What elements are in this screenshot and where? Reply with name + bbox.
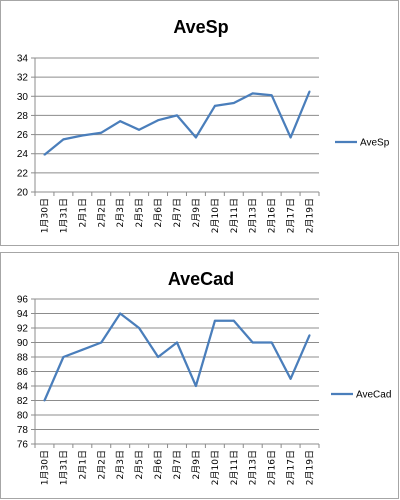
- y-tick-label: 80: [17, 411, 29, 422]
- y-tick-label: 22: [17, 168, 29, 179]
- y-tick-label: 94: [17, 309, 29, 320]
- x-tick-label: 2月11日: [229, 450, 240, 485]
- data-point: [270, 341, 273, 344]
- data-point: [232, 101, 235, 104]
- y-tick-label: 78: [17, 425, 29, 436]
- x-tick-label: 2月16日: [267, 450, 278, 485]
- x-tick-label: 2月1日: [77, 198, 88, 227]
- data-point: [251, 92, 254, 95]
- data-point: [308, 90, 311, 93]
- legend-entry: AveSp: [360, 138, 390, 149]
- x-tick-label: 2月9日: [191, 198, 202, 227]
- y-tick-label: 76: [17, 440, 29, 451]
- data-point: [157, 356, 160, 358]
- y-tick-label: 30: [17, 92, 29, 103]
- data-point: [289, 377, 292, 380]
- avecad-chart-panel: AveCad 76 78 80 82 84 86 88 90 92 94 96 1月30日 1月31日 2…: [0, 252, 399, 499]
- avecad-chart: AveCad 76 78 80 82 84 86 88 90 92 94 96 1月30日 1月31日 2…: [17, 269, 392, 485]
- x-tick-label: 2月1日: [77, 450, 88, 479]
- x-tick-label: 2月13日: [248, 450, 259, 485]
- chart-title: AveSp: [173, 17, 228, 37]
- data-point: [100, 131, 103, 134]
- x-tick-label: 2月3日: [115, 198, 126, 227]
- avesp-chart: AveSp 20 22 24 26 28 30 32 34 1月30日 1月31日 2月1日 2月2日…: [17, 17, 390, 233]
- data-point: [176, 114, 178, 117]
- y-tick-label: 26: [17, 130, 29, 141]
- x-tick-label: 1月31日: [58, 450, 69, 485]
- x-tick-label: 2月6日: [153, 450, 164, 479]
- x-tick-label: 2月10日: [210, 198, 221, 233]
- x-tick-label: 2月10日: [210, 450, 221, 485]
- x-tick-label: 2月9日: [191, 450, 202, 479]
- data-point: [289, 136, 292, 139]
- data-point: [100, 341, 103, 344]
- data-point: [176, 341, 178, 344]
- x-tick-label: 1月30日: [39, 450, 50, 485]
- y-tick-label: 20: [17, 188, 29, 199]
- x-tick-label: 1月31日: [58, 198, 69, 233]
- x-tick-label: 2月11日: [229, 198, 240, 233]
- data-point: [62, 356, 65, 358]
- x-tick-label: 2月19日: [305, 450, 316, 485]
- data-point: [308, 334, 311, 337]
- data-point: [138, 327, 141, 329]
- y-tick-label: 24: [17, 149, 29, 160]
- y-tick-label: 32: [17, 73, 29, 84]
- y-tick-label: 96: [17, 295, 29, 306]
- data-point: [213, 104, 216, 107]
- x-tick-label: 2月7日: [172, 198, 183, 227]
- x-tick-label: 2月5日: [134, 198, 145, 227]
- data-point: [232, 319, 235, 322]
- x-tick-label: 2月5日: [134, 450, 145, 479]
- y-tick-label: 82: [17, 396, 29, 407]
- data-point: [157, 119, 160, 122]
- x-tick-label: 1月30日: [39, 198, 50, 233]
- y-tick-label: 84: [17, 382, 29, 393]
- data-point: [194, 385, 197, 387]
- chart-title: AveCad: [168, 269, 234, 289]
- x-tick-label: 2月2日: [96, 198, 107, 227]
- data-point: [43, 153, 46, 156]
- x-tick-label: 2月17日: [286, 198, 297, 233]
- x-tick-label: 2月2日: [96, 450, 107, 479]
- x-tick-label: 2月7日: [172, 450, 183, 479]
- data-point: [251, 341, 254, 344]
- x-tick-label: 2月3日: [115, 450, 126, 479]
- avesp-chart-panel: AveSp 20 22 24 26 28 30 32 34 1月30日 1月31日 2月1日 2月2日…: [0, 0, 399, 246]
- data-point: [138, 128, 141, 131]
- data-point: [270, 94, 273, 97]
- y-tick-label: 92: [17, 324, 29, 335]
- x-tick-label: 2月19日: [305, 198, 316, 233]
- data-point: [43, 399, 46, 402]
- data-point: [194, 136, 197, 139]
- y-tick-label: 34: [17, 54, 29, 65]
- y-tick-label: 28: [17, 111, 29, 122]
- series-line: [43, 91, 311, 156]
- y-tick-label: 88: [17, 353, 29, 364]
- y-tick-label: 90: [17, 338, 29, 349]
- data-point: [119, 312, 122, 315]
- x-tick-label: 2月13日: [248, 198, 259, 233]
- x-tick-label: 2月17日: [286, 450, 297, 485]
- x-tick-label: 2月6日: [153, 198, 164, 227]
- data-point: [119, 120, 122, 123]
- data-point: [81, 348, 84, 351]
- data-point: [213, 319, 216, 322]
- data-point: [62, 138, 65, 141]
- x-tick-label: 2月16日: [267, 198, 278, 233]
- legend-entry: AveCad: [356, 390, 391, 401]
- y-tick-label: 86: [17, 367, 29, 378]
- data-point: [81, 134, 84, 137]
